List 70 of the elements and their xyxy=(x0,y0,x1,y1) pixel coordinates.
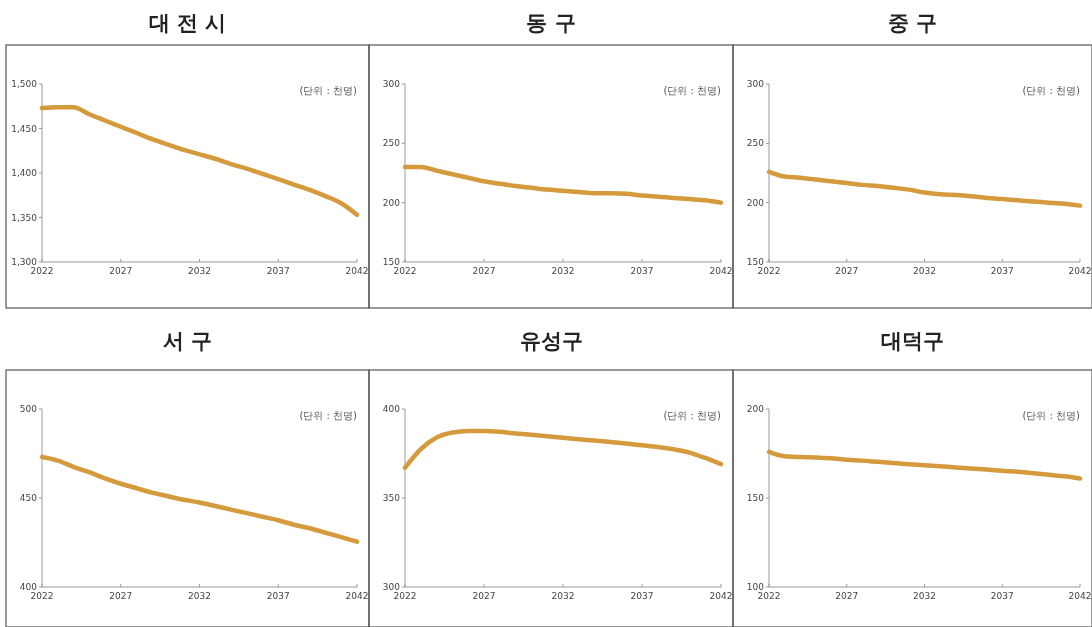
x-tick-label: 2032 xyxy=(551,266,575,276)
annotation: (단위 : 천명) xyxy=(299,85,358,96)
x-tick-label: 2032 xyxy=(913,591,936,601)
annotation: (단위 : 천명) xyxy=(663,410,722,421)
x-tick-label: 2032 xyxy=(913,266,936,276)
y-tick-label: 1,500 xyxy=(11,79,38,90)
x-tick-label: 2022 xyxy=(757,266,781,276)
x-tick-label: 2032 xyxy=(188,591,211,601)
annotation: (단위 : 천명) xyxy=(1022,85,1081,96)
chart-title: 동 구 xyxy=(526,11,576,35)
x-tick-label: 2042 xyxy=(709,266,733,276)
y-tick-label: 200 xyxy=(746,197,765,208)
line-series xyxy=(766,449,1083,481)
y-tick-label: 400 xyxy=(382,404,401,415)
x-tick-label: 2037 xyxy=(630,266,654,276)
x-tick-label: 2027 xyxy=(472,266,496,276)
x-tick-label: 2042 xyxy=(345,591,369,601)
y-tick-label: 150 xyxy=(746,493,765,504)
x-tick-label: 2042 xyxy=(1068,591,1092,601)
y-tick-label: 200 xyxy=(382,197,401,208)
y-tick-label: 300 xyxy=(382,79,401,90)
x-tick-label: 2022 xyxy=(393,591,417,601)
y-tick-label: 100 xyxy=(746,582,765,593)
line-series xyxy=(766,169,1083,208)
annotation: (단위 : 천명) xyxy=(299,410,358,421)
y-tick-label: 1,350 xyxy=(11,212,38,223)
line-series xyxy=(39,454,360,544)
y-tick-label: 250 xyxy=(746,138,765,149)
x-tick-label: 2027 xyxy=(835,266,859,276)
x-tick-label: 2037 xyxy=(990,591,1014,601)
y-tick-label: 300 xyxy=(382,582,401,593)
x-tick-label: 2037 xyxy=(990,266,1014,276)
line-series xyxy=(402,428,724,470)
chart-title: 서 구 xyxy=(162,329,213,353)
y-tick-label: 500 xyxy=(19,404,38,415)
line-series xyxy=(402,164,724,205)
x-tick-label: 2022 xyxy=(30,266,54,276)
x-tick-label: 2027 xyxy=(109,266,133,276)
x-tick-label: 2042 xyxy=(709,591,733,601)
chart-title: 유성구 xyxy=(519,329,583,353)
y-tick-label: 300 xyxy=(746,79,765,90)
x-tick-label: 2037 xyxy=(266,591,290,601)
x-tick-label: 2042 xyxy=(345,266,369,276)
y-tick-label: 350 xyxy=(382,493,401,504)
x-tick-label: 2037 xyxy=(630,591,654,601)
y-tick-label: 250 xyxy=(382,138,401,149)
y-tick-label: 450 xyxy=(19,493,38,504)
line-series xyxy=(39,104,360,218)
x-tick-label: 2027 xyxy=(472,591,496,601)
annotation: (단위 : 천명) xyxy=(1022,410,1081,421)
x-tick-label: 2032 xyxy=(551,591,575,601)
x-tick-label: 2037 xyxy=(266,266,290,276)
chart-title: 대덕구 xyxy=(881,329,944,353)
x-tick-label: 2022 xyxy=(30,591,54,601)
y-tick-label: 150 xyxy=(382,257,401,268)
chart-title: 대 전 시 xyxy=(148,11,227,35)
x-tick-label: 2022 xyxy=(393,266,417,276)
x-tick-label: 2042 xyxy=(1068,266,1092,276)
y-tick-label: 200 xyxy=(746,404,765,415)
x-tick-label: 2022 xyxy=(757,591,781,601)
x-tick-label: 2027 xyxy=(835,591,859,601)
y-tick-label: 400 xyxy=(19,582,38,593)
x-tick-label: 2032 xyxy=(188,266,211,276)
chart-title: 중 구 xyxy=(887,11,938,35)
y-tick-label: 1,450 xyxy=(11,123,38,134)
x-tick-label: 2027 xyxy=(109,591,133,601)
y-tick-label: 1,300 xyxy=(11,257,38,268)
annotation: (단위 : 천명) xyxy=(663,85,722,96)
y-tick-label: 1,400 xyxy=(11,168,38,179)
y-tick-label: 150 xyxy=(746,257,765,268)
